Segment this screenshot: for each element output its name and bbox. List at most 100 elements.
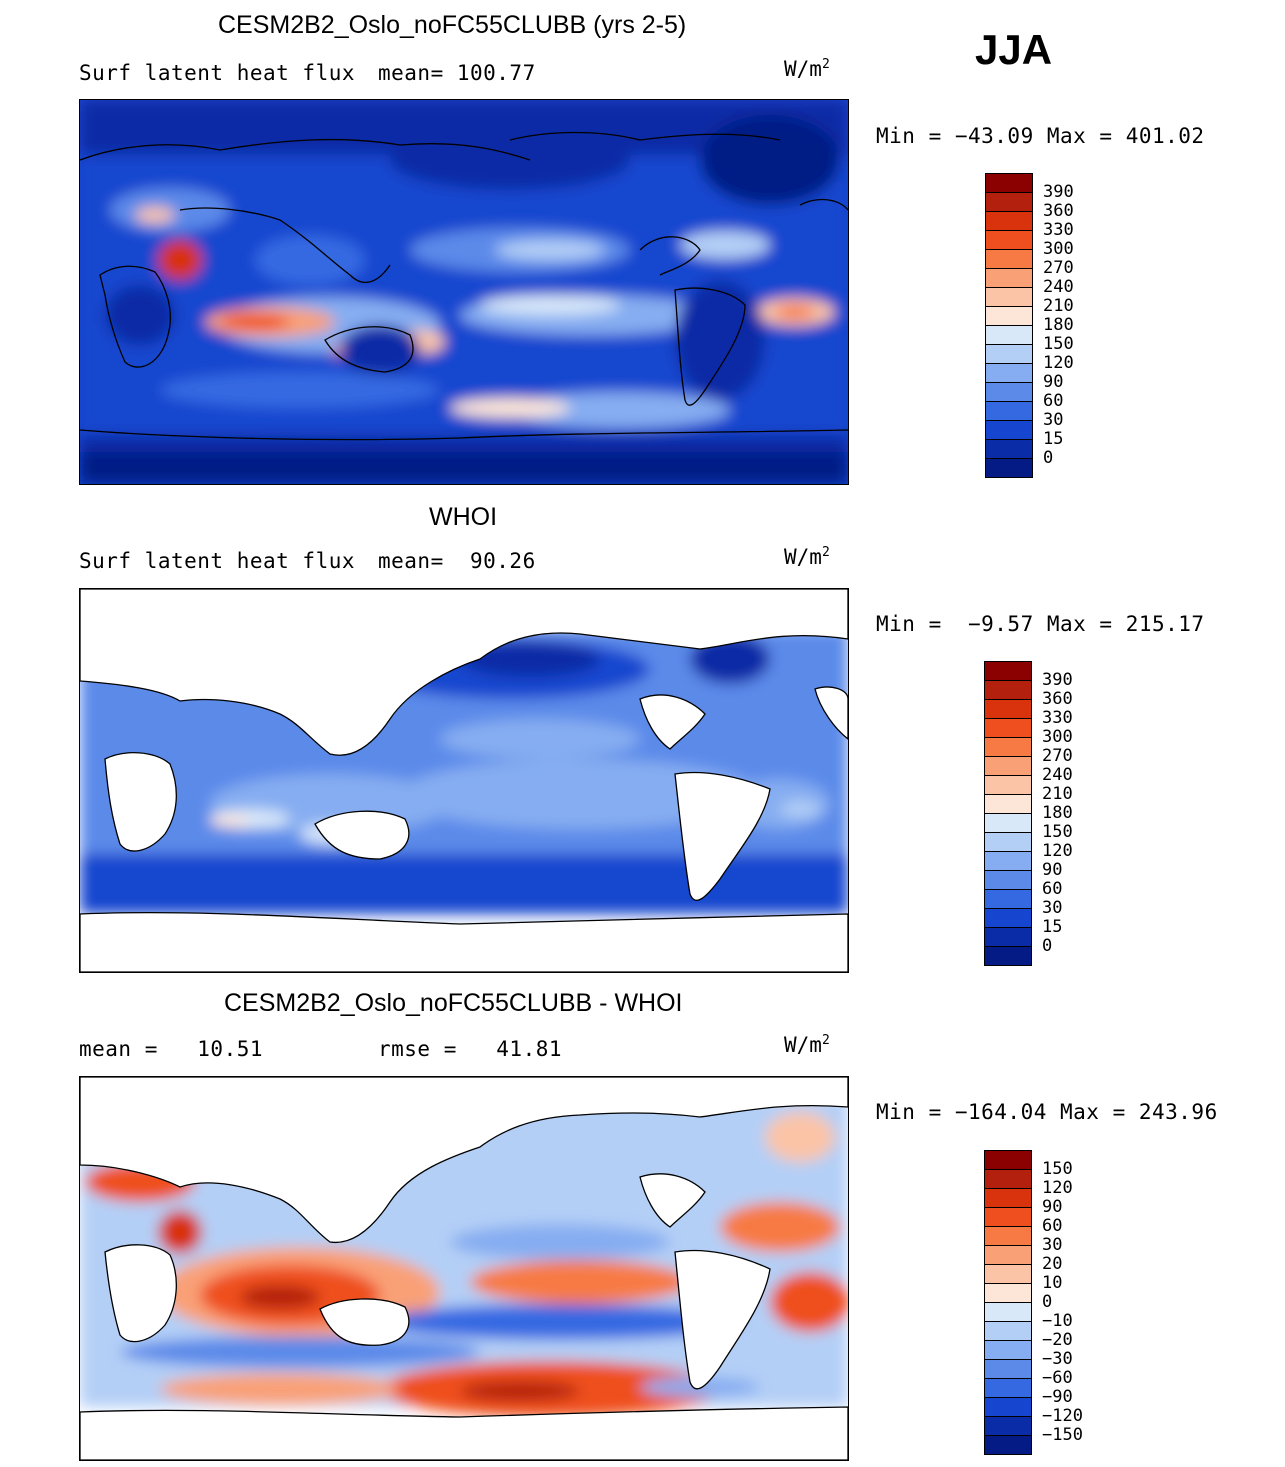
colorbar-segment <box>985 1227 1031 1246</box>
colorbar-segment <box>985 1436 1031 1455</box>
colorbar-segment <box>986 212 1032 231</box>
colorbar-segment <box>985 738 1031 757</box>
panel1-colorbar <box>985 173 1033 478</box>
colorbar-label: 20 <box>1042 1254 1063 1274</box>
colorbar-label: −120 <box>1042 1406 1083 1426</box>
colorbar-segment <box>985 1303 1031 1322</box>
panel1-units: W/m2 <box>784 57 830 81</box>
colorbar-segment <box>985 1341 1031 1360</box>
colorbar-segment <box>985 833 1031 852</box>
panel1-title: CESM2B2_Oslo_noFC55CLUBB (yrs 2-5) <box>218 11 687 39</box>
panel3-title: CESM2B2_Oslo_noFC55CLUBB - WHOI <box>224 989 683 1017</box>
colorbar-label: 90 <box>1043 372 1064 392</box>
colorbar-label: 270 <box>1043 258 1074 278</box>
colorbar-label: −90 <box>1042 1387 1073 1407</box>
colorbar-segment <box>985 1151 1031 1170</box>
colorbar-segment <box>986 231 1032 250</box>
panel3-mean-label: mean = 10.51 <box>79 1037 264 1061</box>
colorbar-label: −10 <box>1042 1311 1073 1331</box>
colorbar-segment <box>985 947 1031 966</box>
panel2-title: WHOI <box>429 503 498 531</box>
colorbar-segment <box>985 1208 1031 1227</box>
colorbar-label: 390 <box>1043 182 1074 202</box>
panel3-rmse-label: rmse = 41.81 <box>378 1037 563 1061</box>
colorbar-label: 15 <box>1043 429 1064 449</box>
colorbar-label: 210 <box>1043 296 1074 316</box>
colorbar-segment <box>986 269 1032 288</box>
colorbar-segment <box>985 814 1031 833</box>
colorbar-label: 120 <box>1042 841 1073 861</box>
colorbar-label: 240 <box>1043 277 1074 297</box>
panel3-field <box>80 1077 848 1460</box>
colorbar-segment <box>985 1360 1031 1379</box>
colorbar-segment <box>986 440 1032 459</box>
colorbar-segment <box>985 871 1031 890</box>
colorbar-label: 30 <box>1042 898 1063 918</box>
colorbar-segment <box>985 719 1031 738</box>
colorbar-segment <box>986 402 1032 421</box>
colorbar-label: 30 <box>1042 1235 1063 1255</box>
colorbar-label: 300 <box>1042 727 1073 747</box>
colorbar-segment <box>985 1417 1031 1436</box>
colorbar-label: 300 <box>1043 239 1074 259</box>
colorbar-label: 10 <box>1042 1273 1063 1293</box>
colorbar-segment <box>985 928 1031 947</box>
colorbar-segment <box>985 1379 1031 1398</box>
colorbar-label: 60 <box>1042 1216 1063 1236</box>
colorbar-label: −30 <box>1042 1349 1073 1369</box>
colorbar-segment <box>985 1170 1031 1189</box>
colorbar-segment <box>985 662 1031 681</box>
colorbar-label: 360 <box>1042 689 1073 709</box>
panel1-variable-label: Surf latent heat flux <box>79 61 356 85</box>
colorbar-segment <box>986 307 1032 326</box>
colorbar-segment <box>985 1265 1031 1284</box>
colorbar-label: 270 <box>1042 746 1073 766</box>
colorbar-label: −150 <box>1042 1425 1083 1445</box>
colorbar-label: 15 <box>1042 917 1063 937</box>
colorbar-label: 90 <box>1042 860 1063 880</box>
colorbar-label: 210 <box>1042 784 1073 804</box>
colorbar-label: 390 <box>1042 670 1073 690</box>
panel1-map <box>79 99 849 485</box>
panel2-mean-label: mean= 90.26 <box>378 549 536 573</box>
colorbar-segment <box>986 193 1032 212</box>
panel1-minmax: Min = −43.09 Max = 401.02 <box>876 124 1205 148</box>
colorbar-label: 150 <box>1042 822 1073 842</box>
colorbar-label: 60 <box>1043 391 1064 411</box>
colorbar-segment <box>985 909 1031 928</box>
colorbar-segment <box>985 890 1031 909</box>
panel1-field <box>80 100 848 484</box>
colorbar-label: 240 <box>1042 765 1073 785</box>
colorbar-label: 180 <box>1042 803 1073 823</box>
colorbar-segment <box>985 795 1031 814</box>
colorbar-segment <box>985 776 1031 795</box>
colorbar-segment <box>986 174 1032 193</box>
panel3-minmax: Min = −164.04 Max = 243.96 <box>876 1100 1218 1124</box>
panel2-colorbar <box>984 661 1032 966</box>
colorbar-segment <box>986 421 1032 440</box>
colorbar-label: 150 <box>1043 334 1074 354</box>
colorbar-label: 60 <box>1042 879 1063 899</box>
season-label: JJA <box>975 26 1053 73</box>
colorbar-label: 120 <box>1042 1178 1073 1198</box>
colorbar-label: 120 <box>1043 353 1074 373</box>
colorbar-label: 360 <box>1043 201 1074 221</box>
colorbar-segment <box>985 1322 1031 1341</box>
panel3-land <box>80 1077 848 1460</box>
colorbar-label: 0 <box>1042 1292 1053 1312</box>
colorbar-label: 30 <box>1043 410 1064 430</box>
colorbar-segment <box>986 345 1032 364</box>
colorbar-segment <box>986 326 1032 345</box>
colorbar-segment <box>985 1284 1031 1303</box>
colorbar-label: −20 <box>1042 1330 1073 1350</box>
colorbar-segment <box>985 757 1031 776</box>
colorbar-segment <box>985 1398 1031 1417</box>
colorbar-segment <box>985 700 1031 719</box>
colorbar-label: 90 <box>1042 1197 1063 1217</box>
panel2-minmax: Min = −9.57 Max = 215.17 <box>876 612 1205 636</box>
panel2-map <box>79 588 849 973</box>
panel2-land <box>80 589 848 972</box>
colorbar-segment <box>986 383 1032 402</box>
panel3-map <box>79 1076 849 1461</box>
colorbar-label: 180 <box>1043 315 1074 335</box>
